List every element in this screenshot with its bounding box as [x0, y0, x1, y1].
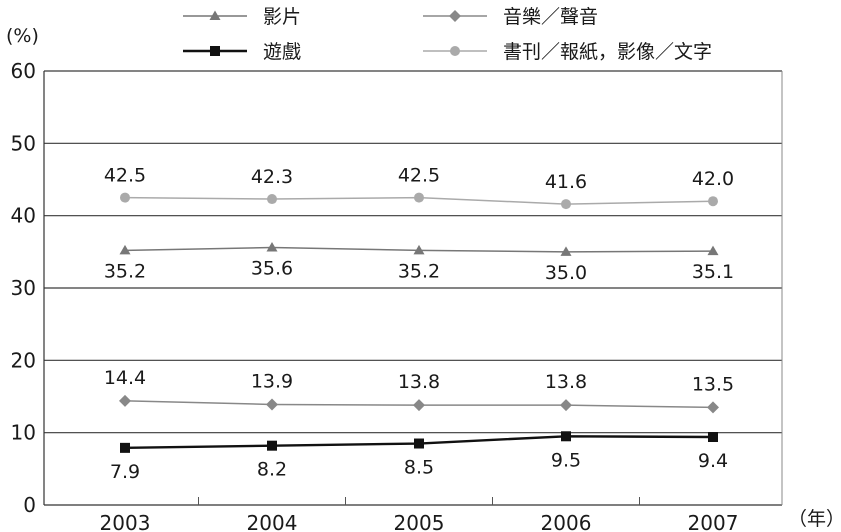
data-label: 13.5	[692, 373, 734, 395]
data-point-marker	[413, 244, 425, 255]
data-point-marker	[561, 199, 571, 210]
x-tick-label: 2006	[541, 511, 592, 532]
data-point-marker	[267, 440, 277, 451]
data-point-marker	[560, 246, 572, 256]
x-axis-unit-label: （年）	[788, 508, 841, 530]
data-point-marker	[414, 192, 424, 203]
data-label: 41.6	[545, 171, 587, 193]
series-square: 7.9 8.2 8.5 9.5 9.4	[110, 431, 728, 483]
x-tick-label: 2005	[394, 511, 445, 532]
y-tick-label: 40	[11, 204, 36, 228]
data-label: 13.9	[251, 370, 293, 392]
legend-label: 音樂／聲音	[503, 6, 598, 28]
data-point-marker	[120, 442, 130, 453]
data-point-marker	[119, 244, 131, 255]
legend-item: 遊戲	[183, 41, 301, 63]
data-label: 35.6	[251, 257, 293, 279]
y-tick-label: 50	[11, 131, 36, 155]
data-point-marker	[707, 245, 719, 256]
data-point-marker	[267, 194, 277, 205]
y-tick-label: 10	[11, 421, 36, 445]
data-point-marker	[708, 432, 718, 443]
legend-label: 影片	[263, 6, 301, 28]
gridlines	[44, 70, 782, 434]
data-point-marker	[119, 394, 131, 407]
data-label: 13.8	[545, 371, 587, 393]
legend-marker	[449, 10, 461, 22]
data-point-marker	[708, 196, 718, 207]
legend-item: 書刊／報紙，影像／文字	[423, 41, 712, 63]
y-tick-label: 30	[11, 276, 36, 300]
legend-marker	[450, 46, 460, 56]
axes: 0 10 20 30 40 50 60 2003 2004 2005 2006 2007	[11, 59, 783, 532]
legend-label: 遊戲	[263, 41, 301, 63]
data-point-marker	[414, 438, 424, 449]
data-label: 35.1	[692, 261, 734, 283]
data-label: 42.5	[104, 165, 146, 187]
data-label: 42.0	[692, 168, 734, 190]
data-label: 35.0	[545, 262, 587, 284]
data-label: 13.8	[398, 371, 440, 393]
data-label: 42.5	[398, 165, 440, 187]
data-point-marker	[120, 192, 130, 203]
x-tick-label: 2003	[100, 511, 151, 532]
series-diamond: 14.4 13.9 13.8 13.8 13.5	[104, 367, 734, 414]
x-tick-label: 2004	[247, 511, 298, 532]
data-point-marker	[561, 431, 571, 442]
data-label: 8.5	[404, 457, 434, 479]
data-label: 8.2	[257, 459, 287, 481]
series-group: 35.2 35.6 35.2 35.0 35.1 14.4 13.9 13.8 13.8 13.5…	[104, 165, 734, 483]
data-label: 35.2	[104, 260, 146, 282]
data-point-marker	[707, 401, 719, 414]
x-tick-label: 2007	[688, 511, 739, 532]
data-point-marker	[413, 399, 425, 412]
data-point-marker	[266, 398, 278, 411]
series-triangle: 35.2 35.6 35.2 35.0 35.1	[104, 241, 734, 284]
data-point-marker	[266, 241, 278, 252]
y-tick-label: 60	[11, 59, 36, 83]
legend-item: 影片	[183, 6, 301, 28]
y-axis-unit-label: (%)	[6, 25, 39, 47]
series-circle: 42.5 42.3 42.5 41.6 42.0	[104, 165, 734, 210]
legend-marker	[210, 46, 220, 56]
data-label: 7.9	[110, 461, 140, 483]
data-label: 14.4	[104, 367, 146, 389]
legend-item: 音樂／聲音	[423, 6, 598, 28]
legend-label: 書刊／報紙，影像／文字	[503, 41, 712, 63]
data-label: 42.3	[251, 166, 293, 188]
data-label: 35.2	[398, 260, 440, 282]
data-label: 9.4	[698, 450, 728, 472]
data-point-marker	[560, 399, 572, 412]
legend-marker	[209, 10, 221, 20]
y-tick-label: 20	[11, 348, 36, 372]
y-tick-label: 0	[23, 493, 36, 517]
data-label: 9.5	[551, 449, 581, 471]
